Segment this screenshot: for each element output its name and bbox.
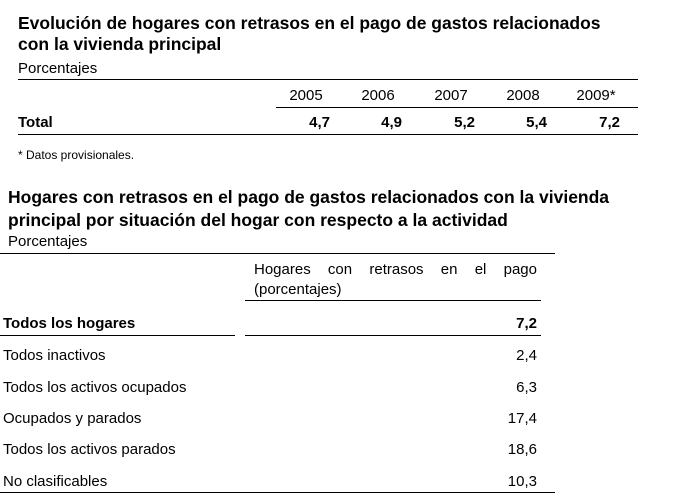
rule: [0, 335, 235, 336]
cell-value: 4,7: [309, 114, 330, 131]
rule: [245, 300, 541, 301]
rule: [276, 107, 638, 108]
cell-value: 6,3: [516, 379, 537, 396]
rule: [18, 79, 638, 80]
column-header: Hogares con retrasos en el pago: [254, 261, 537, 278]
column-header: 2006: [361, 87, 395, 104]
cell-value: 10,3: [507, 473, 537, 490]
cell-value: 4,9: [381, 114, 402, 131]
row-label: Todos los hogares: [3, 315, 136, 332]
rule: [0, 492, 555, 493]
cell-value: 5,2: [454, 114, 475, 131]
title-line: con la vivienda principal: [18, 34, 222, 54]
row-label: Todos los activos ocupados: [3, 379, 187, 396]
column-header: 2007: [434, 87, 468, 104]
cell-value: 17,4: [507, 410, 537, 427]
title-line: Evolución de hogares con retrasos en el …: [18, 13, 601, 33]
cell-value: 7,2: [599, 114, 620, 131]
row-label: Ocupados y parados: [3, 410, 142, 427]
row-label: Todos inactivos: [3, 347, 106, 364]
title-line: Hogares con retrasos en el pago de gasto…: [8, 187, 610, 207]
row-label: Total: [18, 114, 53, 131]
subtitle: Porcentajes: [18, 60, 98, 77]
column-header: 2008: [506, 87, 540, 104]
footnote: * Datos provisionales.: [18, 148, 135, 162]
rule: [18, 134, 638, 135]
row-label: Todos los activos parados: [3, 441, 176, 458]
column-header: (porcentajes): [254, 281, 342, 298]
subtitle: Porcentajes: [8, 233, 88, 250]
cell-value: 5,4: [526, 114, 547, 131]
row-label: No clasificables: [3, 473, 108, 490]
cell-value: 18,6: [507, 441, 537, 458]
column-header: 2009*: [576, 87, 616, 104]
rule: [0, 253, 555, 254]
cell-value: 2,4: [516, 347, 537, 364]
cell-value: 7,2: [516, 315, 537, 332]
title-line: principal por situación del hogar con re…: [8, 210, 508, 230]
rule: [245, 335, 541, 336]
column-header: 2005: [289, 87, 323, 104]
